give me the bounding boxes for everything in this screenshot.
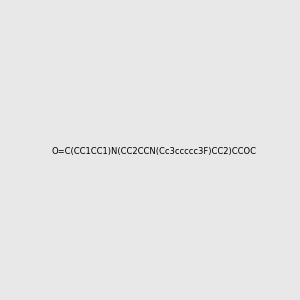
Text: O=C(CC1CC1)N(CC2CCN(Cc3ccccc3F)CC2)CCOC: O=C(CC1CC1)N(CC2CCN(Cc3ccccc3F)CC2)CCOC — [51, 147, 256, 156]
